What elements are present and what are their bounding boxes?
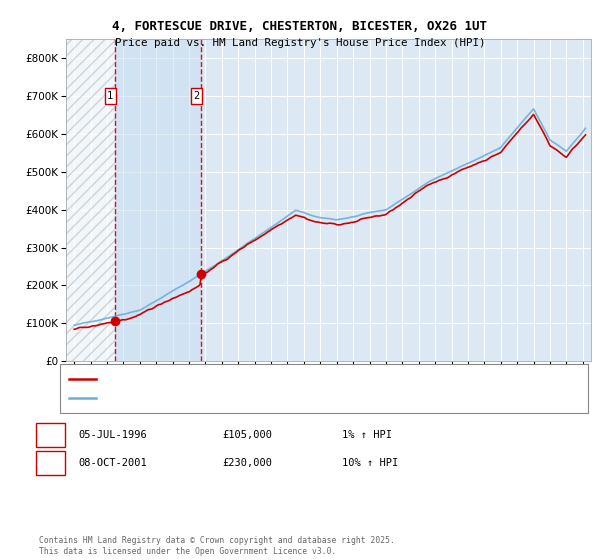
- Text: Price paid vs. HM Land Registry's House Price Index (HPI): Price paid vs. HM Land Registry's House …: [115, 38, 485, 48]
- Text: 4, FORTESCUE DRIVE, CHESTERTON, BICESTER, OX26 1UT: 4, FORTESCUE DRIVE, CHESTERTON, BICESTER…: [113, 20, 487, 32]
- Text: HPI: Average price, detached house, Cherwell: HPI: Average price, detached house, Cher…: [102, 393, 355, 402]
- Text: £230,000: £230,000: [222, 458, 272, 468]
- Text: 1% ↑ HPI: 1% ↑ HPI: [342, 430, 392, 440]
- Text: 05-JUL-1996: 05-JUL-1996: [78, 430, 147, 440]
- Text: 1: 1: [47, 430, 54, 440]
- Text: Contains HM Land Registry data © Crown copyright and database right 2025.
This d: Contains HM Land Registry data © Crown c…: [39, 536, 395, 556]
- Text: £105,000: £105,000: [222, 430, 272, 440]
- Text: 10% ↑ HPI: 10% ↑ HPI: [342, 458, 398, 468]
- Text: 4, FORTESCUE DRIVE, CHESTERTON, BICESTER, OX26 1UT (detached house): 4, FORTESCUE DRIVE, CHESTERTON, BICESTER…: [102, 375, 487, 384]
- Text: 08-OCT-2001: 08-OCT-2001: [78, 458, 147, 468]
- Text: 2: 2: [193, 91, 200, 101]
- Text: 1: 1: [107, 91, 113, 101]
- Text: 2: 2: [47, 458, 54, 468]
